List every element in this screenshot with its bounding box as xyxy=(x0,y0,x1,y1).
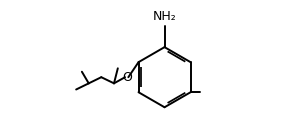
Text: NH₂: NH₂ xyxy=(153,10,176,22)
Text: O: O xyxy=(122,71,132,84)
